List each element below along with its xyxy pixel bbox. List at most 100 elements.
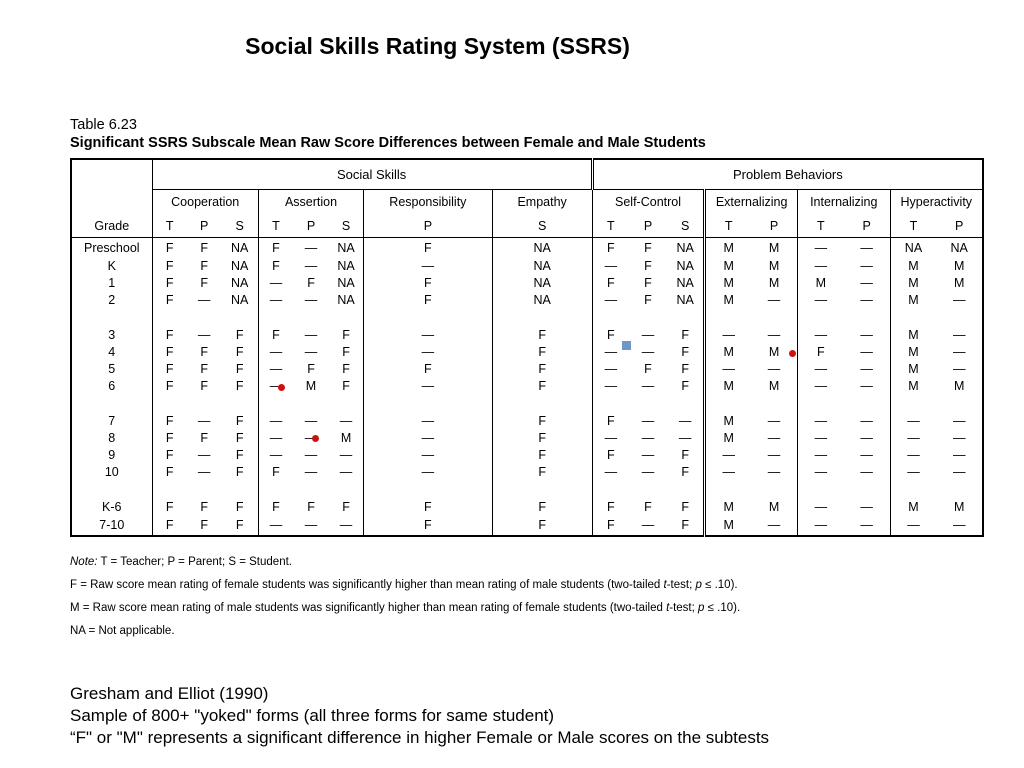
table-cell: M (936, 257, 984, 274)
table-cell (889, 308, 937, 326)
table-row: K F F NA F — NA — NA — F NA M M — — M M (69, 257, 984, 274)
table-cell (293, 480, 329, 498)
table-cell: F (681, 361, 689, 376)
table-cell (591, 308, 630, 326)
table-row: Preschool F F NA F — NA F NA F F NA M M — — NA NA (69, 237, 984, 257)
table-cell: F (491, 360, 593, 377)
table-cell: — (641, 378, 655, 393)
table-cell: F (235, 378, 244, 393)
table-cell: NA (337, 240, 355, 255)
table-cell: M (889, 498, 937, 515)
subscale-hyperactivity: Hyperactivity (889, 189, 984, 214)
rater-header: S (666, 214, 705, 238)
table-cell: — (796, 412, 844, 429)
table-cell: — (860, 258, 873, 273)
table-cell: F (257, 498, 294, 515)
table-cell: — (293, 515, 329, 537)
blue-square-marker (622, 341, 631, 350)
table-cell: F (491, 343, 593, 360)
table-cell (187, 394, 222, 412)
red-dot-marker (789, 350, 796, 357)
table-cell: M (768, 344, 780, 359)
table-cell: — (860, 464, 873, 479)
table-cell: — (257, 274, 294, 291)
table-cell: — (936, 515, 984, 537)
table-cell: F (186, 515, 222, 537)
rater-header: T (796, 214, 844, 238)
table-cell: — (304, 292, 318, 307)
table-cell: F (342, 361, 350, 376)
table-cell: NA (676, 292, 694, 307)
table-cell: — (304, 464, 318, 479)
table-cell: F (363, 237, 493, 257)
table-cell: NA (491, 257, 593, 274)
table-cell (491, 394, 593, 412)
table-cell: M (768, 240, 780, 255)
table-cell: — (796, 446, 844, 463)
table-cell: F (235, 413, 244, 428)
table-cell (667, 308, 705, 326)
table-cell: — (860, 292, 873, 307)
table-cell: M (703, 274, 752, 291)
table-cell: — (197, 464, 211, 479)
table-cell: F (257, 326, 294, 343)
table-cell: — (796, 515, 844, 537)
table-cell (796, 308, 844, 326)
table-cell (844, 480, 890, 498)
table-cell: — (796, 326, 844, 343)
grade-label: 9 (69, 446, 153, 463)
table-cell: — (767, 361, 781, 376)
table-cell: NA (936, 237, 984, 257)
table-cell: F (235, 499, 244, 514)
table-cell (889, 394, 937, 412)
table-cell: M (703, 257, 752, 274)
table-cell: F (591, 498, 630, 515)
table-cell: F (491, 446, 593, 463)
table-cell (591, 394, 630, 412)
table-cell: F (681, 447, 689, 462)
table-cell: F (666, 515, 705, 537)
grade-label: 1 (69, 274, 153, 291)
table-cell: M (305, 378, 317, 393)
rater-header: P (936, 214, 984, 238)
grade-label (69, 308, 153, 326)
rater-header: P (186, 214, 222, 238)
table-cell: — (703, 360, 752, 377)
table-cell: F (257, 463, 294, 480)
table-cell: — (363, 429, 493, 446)
table-cell: F (644, 258, 652, 273)
table-cell (703, 394, 752, 412)
table-cell: — (767, 413, 781, 428)
table-cell: F (200, 258, 208, 273)
table-cell (187, 480, 222, 498)
table-cell (257, 480, 294, 498)
table-cell: F (491, 429, 593, 446)
table-cell: — (796, 377, 844, 394)
table-cell: NA (491, 237, 593, 257)
table-cell: F (151, 377, 187, 394)
table-cell (703, 480, 752, 498)
table-cell (151, 394, 187, 412)
grade-label: K (69, 257, 153, 274)
table-caption: Table 6.23 Significant SSRS Subscale Mea… (70, 116, 706, 152)
table-label: Table 6.23 (70, 117, 137, 133)
table-cell (629, 394, 667, 412)
table-cell: — (703, 326, 752, 343)
table-cell: — (641, 464, 655, 479)
table-cell: F (200, 378, 208, 393)
table-cell: M (703, 377, 752, 394)
table-cell (329, 394, 364, 412)
table-cell: F (681, 464, 689, 479)
table-cell: — (363, 446, 493, 463)
table-cell: — (363, 377, 493, 394)
table-cell: F (235, 344, 244, 359)
red-dot-marker (312, 435, 319, 442)
table-cell: F (307, 275, 315, 290)
table-cell: F (151, 257, 187, 274)
table-cell: F (363, 515, 493, 537)
table-cell: M (703, 291, 752, 308)
table-cell: — (860, 361, 873, 376)
table-notes: Note: T = Teacher; P = Parent; S = Stude… (70, 556, 740, 648)
table-cell: F (235, 447, 244, 462)
table-cell: — (641, 344, 655, 359)
